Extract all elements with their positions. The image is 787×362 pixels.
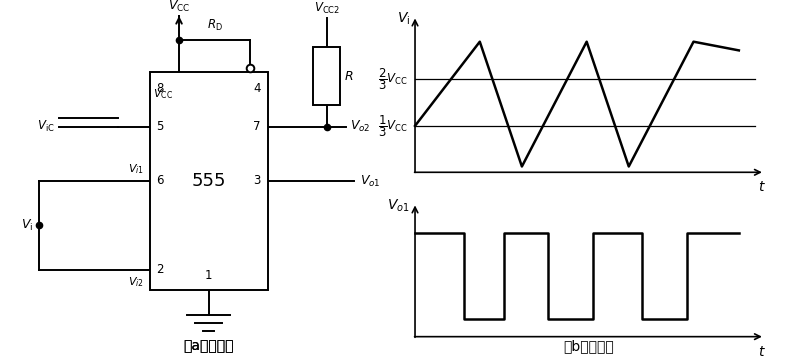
Text: $V_{\mathrm{i}}$: $V_{\mathrm{i}}$ xyxy=(21,218,33,233)
Bar xyxy=(150,72,268,290)
Text: （a）电路图: （a）电路图 xyxy=(183,339,234,353)
Text: $t$: $t$ xyxy=(758,345,766,359)
Bar xyxy=(313,47,340,105)
Text: $V_{o1}$: $V_{o1}$ xyxy=(387,198,410,214)
Text: $V_{\mathrm{CC}}$: $V_{\mathrm{CC}}$ xyxy=(153,87,173,101)
Text: 8: 8 xyxy=(157,82,164,95)
Text: （a）电路图: （a）电路图 xyxy=(183,339,234,353)
Text: 4: 4 xyxy=(253,82,260,95)
Text: 6: 6 xyxy=(157,174,164,188)
Text: $V_{\mathrm{i}}$: $V_{\mathrm{i}}$ xyxy=(397,10,410,27)
Text: $t$: $t$ xyxy=(758,180,766,194)
Text: $V_{i2}$: $V_{i2}$ xyxy=(127,275,143,289)
Text: 1: 1 xyxy=(205,269,212,282)
Text: $V_{\mathrm{CC2}}$: $V_{\mathrm{CC2}}$ xyxy=(314,1,339,16)
Text: 5: 5 xyxy=(157,120,164,133)
Text: 555: 555 xyxy=(191,172,226,190)
Text: 3: 3 xyxy=(253,174,260,188)
Text: $R_{\mathrm{D}}$: $R_{\mathrm{D}}$ xyxy=(206,18,223,33)
Text: $V_{\mathrm{iC}}$: $V_{\mathrm{iC}}$ xyxy=(38,119,55,134)
Text: $V_{o1}$: $V_{o1}$ xyxy=(360,173,381,189)
Text: 2: 2 xyxy=(157,263,164,276)
Text: $\dfrac{2}{3}V_{\mathrm{CC}}$: $\dfrac{2}{3}V_{\mathrm{CC}}$ xyxy=(379,67,408,92)
Text: $V_{i1}$: $V_{i1}$ xyxy=(127,162,143,176)
Text: 7: 7 xyxy=(253,120,260,133)
Text: （b）波形图: （b）波形图 xyxy=(563,339,614,353)
Text: $V_{o2}$: $V_{o2}$ xyxy=(350,119,371,134)
Text: $\dfrac{1}{3}V_{\mathrm{CC}}$: $\dfrac{1}{3}V_{\mathrm{CC}}$ xyxy=(379,113,408,139)
Text: $R$: $R$ xyxy=(345,70,354,83)
Text: $V_{\mathrm{CC}}$: $V_{\mathrm{CC}}$ xyxy=(168,0,190,14)
